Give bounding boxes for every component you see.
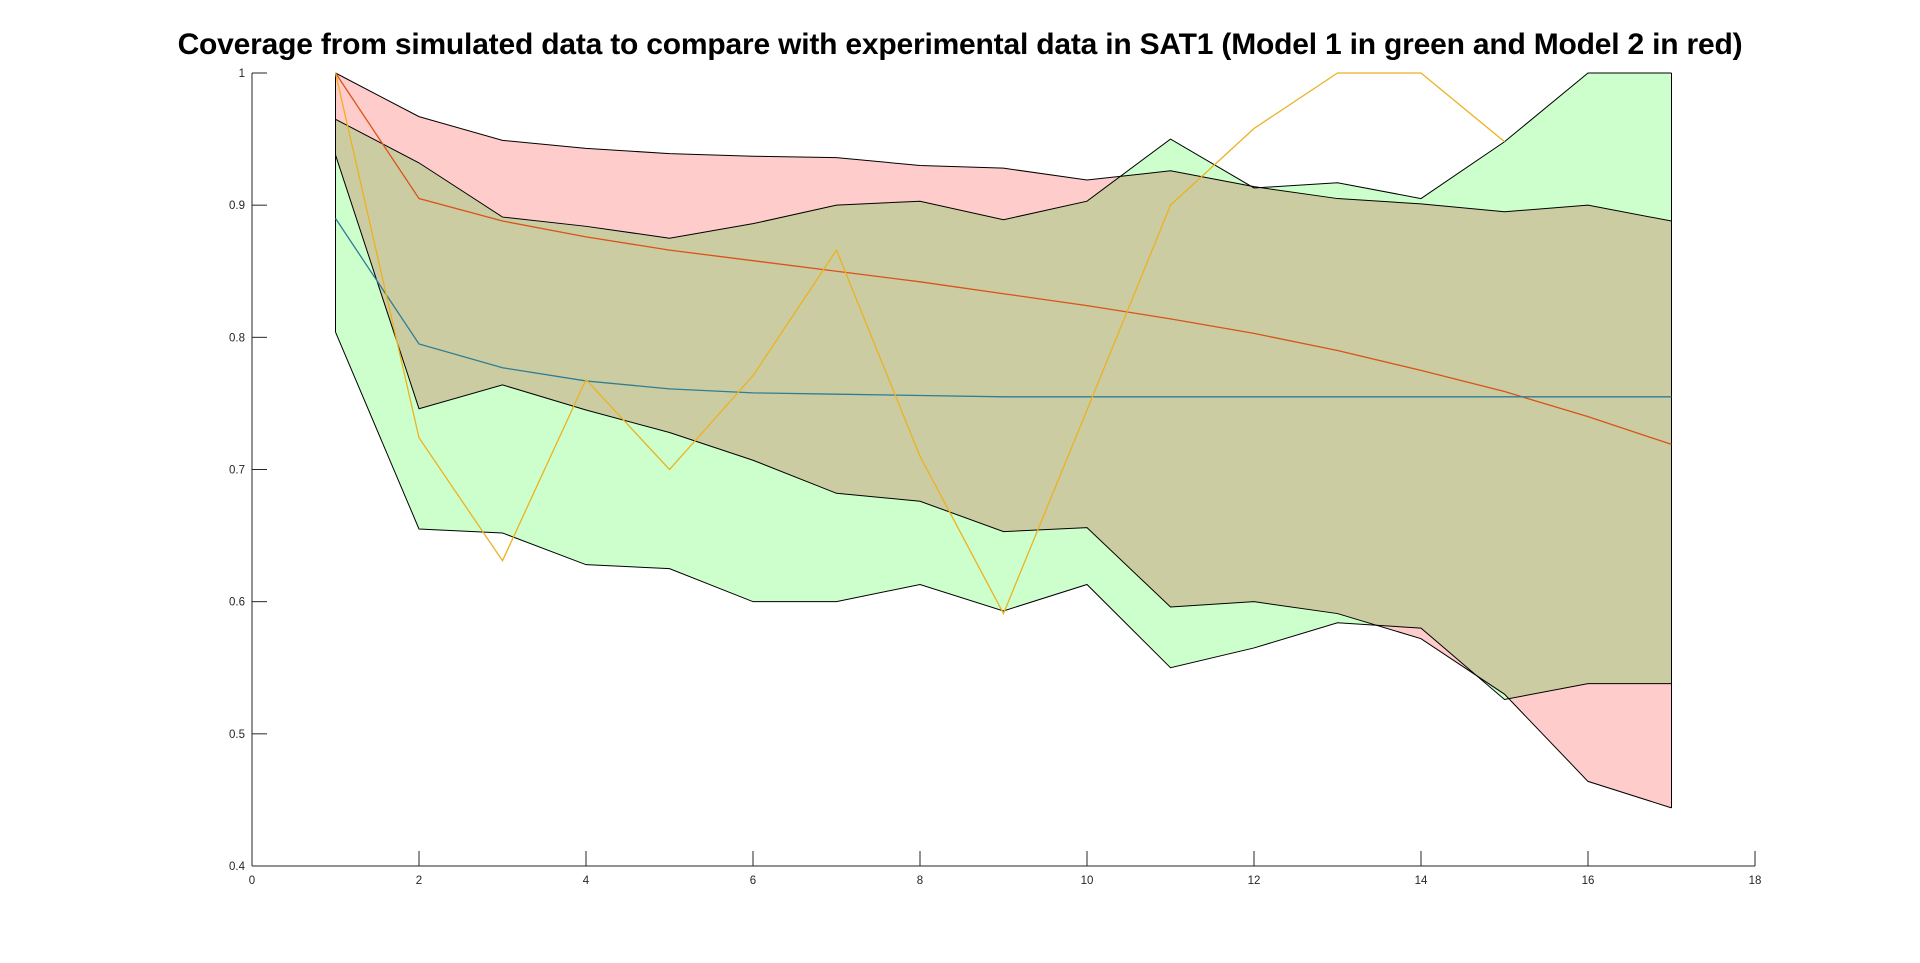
x-tick-label: 10 xyxy=(1081,875,1094,887)
y-tick-label: 0.6 xyxy=(229,597,245,609)
y-tick-label: 1 xyxy=(239,68,245,80)
series-line-2 xyxy=(334,218,1672,398)
y-tick-label: 0.8 xyxy=(229,332,245,344)
band-1-upper-edge xyxy=(335,72,1672,239)
x-tick-label: 6 xyxy=(750,875,756,887)
x-tick-label: 14 xyxy=(1415,875,1428,887)
band-1-lower-edge xyxy=(335,331,1672,701)
band-2 xyxy=(335,73,1672,808)
band-2-upper-edge xyxy=(335,72,1672,222)
x-tick-label: 18 xyxy=(1749,875,1762,887)
series-line-1 xyxy=(334,72,1672,446)
bands-layer xyxy=(335,73,1672,808)
x-tick-label: 8 xyxy=(917,875,923,887)
band-2-lower-edge xyxy=(335,154,1672,809)
x-tick-label: 2 xyxy=(416,875,422,887)
x-tick-label: 16 xyxy=(1582,875,1595,887)
x-tick-label: 4 xyxy=(583,875,590,887)
axes-layer: 0 2 4 6 8 10 12 14 16 18 0.4 0.5 0.6 0.7 0.8 0.9 1 xyxy=(229,68,1761,887)
series-layer xyxy=(334,72,1672,616)
x-tick-label: 12 xyxy=(1248,875,1261,887)
band-boundaries-layer xyxy=(335,72,1672,809)
y-tick-label: 0.9 xyxy=(229,200,245,212)
y-tick-label: 0.4 xyxy=(229,861,246,873)
x-tick-label: 0 xyxy=(249,875,255,887)
series-line-3 xyxy=(334,72,1505,616)
y-tick-label: 0.5 xyxy=(229,729,245,741)
chart-title: Coverage from simulated data to compare … xyxy=(177,28,1743,61)
y-tick-label: 0.7 xyxy=(229,465,245,477)
